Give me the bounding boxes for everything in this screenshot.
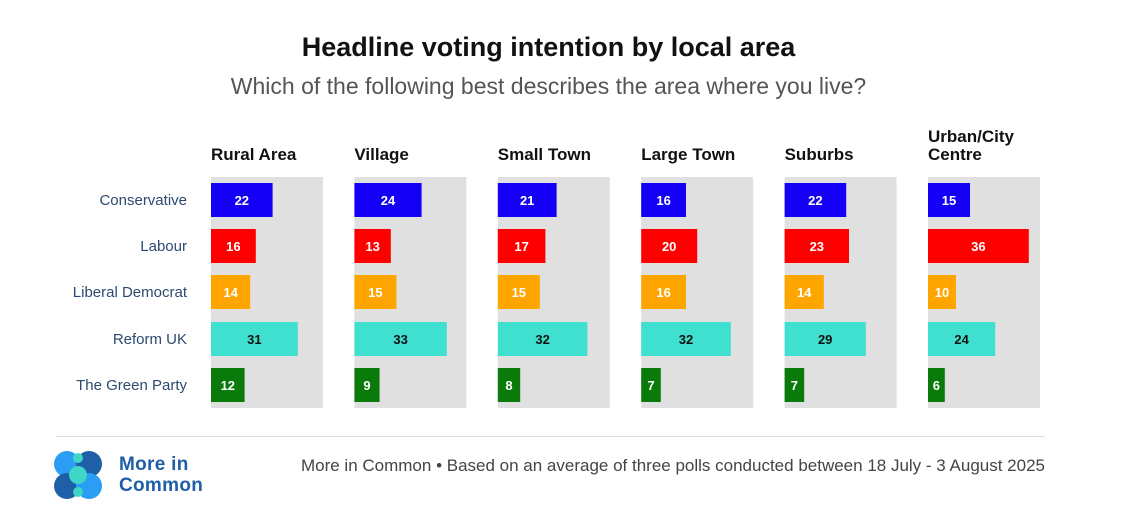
bar-value-label: 23: [810, 239, 824, 254]
logo-wordmark: More in Common: [119, 454, 203, 496]
bar-value-label: 20: [662, 239, 676, 254]
bar: [211, 183, 273, 217]
bar: [211, 368, 245, 402]
panel-header-line: Small Town: [498, 145, 591, 164]
bar: [354, 183, 422, 217]
bar: [784, 322, 866, 356]
bar: [928, 368, 945, 402]
bar-value-label: 7: [791, 378, 798, 393]
bar-value-label: 8: [505, 378, 512, 393]
panel-header-line: Large Town: [641, 145, 735, 164]
panel-header: Rural Area: [211, 145, 297, 164]
bar: [354, 229, 391, 263]
more-in-common-logo-icon: [54, 451, 102, 499]
bar: [641, 275, 686, 309]
bar: [641, 183, 686, 217]
bar: [784, 229, 849, 263]
party-label: Liberal Democrat: [73, 284, 188, 301]
party-label: Reform UK: [113, 331, 187, 348]
bar: [641, 368, 661, 402]
source-note: More in Common • Based on an average of …: [300, 456, 1045, 475]
bar-value-label: 33: [393, 332, 407, 347]
chart-title: Headline voting intention by local area: [301, 32, 796, 62]
panel-header: Small Town: [498, 145, 591, 164]
bar: [641, 322, 731, 356]
bar: [497, 275, 540, 309]
bar-value-label: 14: [223, 285, 238, 300]
bar-value-label: 7: [647, 378, 654, 393]
small-multiples-bar-chart: Conservative Labour Liberal Democrat Reform…: [73, 127, 1040, 408]
bar-value-label: 17: [514, 239, 528, 254]
logo-line-1: More in: [119, 454, 189, 475]
bar: [211, 275, 251, 309]
bar: [211, 229, 256, 263]
bar-value-label: 16: [656, 193, 670, 208]
bar-value-label: 15: [942, 193, 956, 208]
bar: [354, 275, 397, 309]
panel-header: Urban/City Centre: [928, 127, 1015, 164]
bar: [354, 368, 380, 402]
bar-value-label: 29: [818, 332, 832, 347]
bar: [497, 229, 546, 263]
bar-value-label: 31: [247, 332, 261, 347]
bar-value-label: 13: [365, 239, 379, 254]
panel-header-line: Rural Area: [211, 145, 297, 164]
bar: [784, 368, 805, 402]
bar-value-label: 22: [808, 193, 822, 208]
panel-header: Suburbs: [785, 145, 854, 164]
bar: [928, 183, 970, 217]
bar-value-label: 16: [656, 285, 670, 300]
bar: [354, 322, 447, 356]
bar-value-label: 6: [933, 378, 940, 393]
bar-value-label: 9: [363, 378, 370, 393]
panel-header-line: Suburbs: [785, 145, 854, 164]
bar-value-label: 15: [512, 285, 526, 300]
bar-value-label: 12: [221, 378, 235, 393]
chart-subtitle: Which of the following best describes th…: [230, 73, 867, 99]
bar-value-label: 10: [935, 285, 949, 300]
bar: [928, 322, 996, 356]
bar: [784, 275, 824, 309]
bar: [211, 322, 298, 356]
bar-value-label: 32: [679, 332, 693, 347]
bar-value-label: 16: [226, 239, 240, 254]
panel-header: Village: [354, 145, 409, 164]
logo-line-2: Common: [119, 475, 204, 496]
bar: [928, 229, 1029, 263]
bar: [497, 368, 521, 402]
footer-divider: [56, 436, 1045, 437]
bar-value-label: 14: [797, 285, 812, 300]
party-label: The Green Party: [76, 377, 187, 394]
bar: [497, 322, 588, 356]
party-label: Conservative: [99, 192, 187, 209]
bar-value-label: 36: [971, 239, 985, 254]
panel-header-line: Urban/City: [928, 127, 1015, 146]
bar: [641, 229, 698, 263]
bar-value-label: 24: [954, 332, 969, 347]
bar-value-label: 24: [381, 193, 396, 208]
panel-header-line: Village: [354, 145, 409, 164]
bar-value-label: 21: [520, 193, 534, 208]
bar: [497, 183, 557, 217]
bar-value-label: 32: [535, 332, 549, 347]
bar-value-label: 22: [235, 193, 249, 208]
panel-header: Large Town: [641, 145, 735, 164]
party-label: Labour: [140, 238, 187, 255]
bar-value-label: 15: [368, 285, 382, 300]
bar: [784, 183, 847, 217]
bar: [928, 275, 956, 309]
panel-header-line: Centre: [928, 145, 982, 164]
